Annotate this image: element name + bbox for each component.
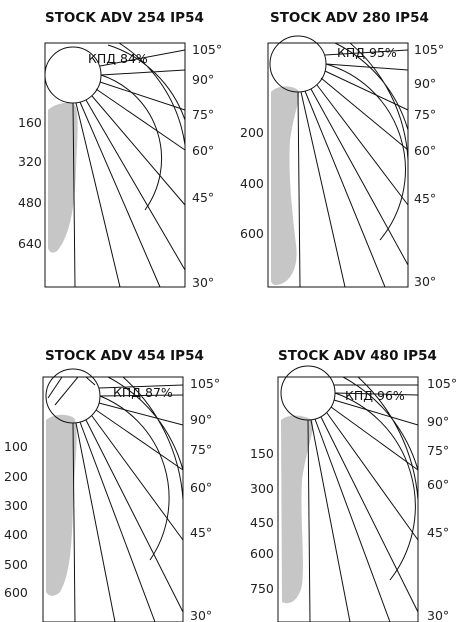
panel-title: STOCK ADV 280 IP54: [270, 10, 429, 26]
isolux-arcs: [325, 42, 409, 241]
angle-label-105: 105°: [192, 42, 222, 57]
diagram-grid: [44, 42, 186, 288]
angle-label-75: 75°: [427, 443, 449, 458]
panel-stock-adv-480: STOCK ADV 480 IP54 КПД 96% 105° 90° 75° …: [250, 348, 457, 622]
angle-label-90: 90°: [427, 414, 449, 429]
radial-label: 320: [18, 154, 42, 169]
angle-label-90: 90°: [190, 412, 212, 427]
radial-label: 450: [250, 515, 274, 530]
rays-top: [47, 376, 96, 406]
diagram-frame: [267, 42, 409, 288]
light-distribution-curve: [271, 86, 300, 285]
angle-rays: [297, 49, 409, 288]
radial-label: 100: [4, 439, 28, 454]
angle-label-60: 60°: [192, 143, 214, 158]
angle-label-30: 30°: [192, 275, 214, 290]
angle-label-60: 60°: [414, 143, 436, 158]
efficiency-label: КПД 96%: [345, 388, 405, 403]
angle-label-45: 45°: [414, 191, 436, 206]
angle-label-105: 105°: [414, 42, 444, 57]
radial-label: 300: [250, 481, 274, 496]
light-distribution-curve: [48, 102, 78, 253]
radial-label: 600: [4, 585, 28, 600]
angle-label-60: 60°: [427, 477, 449, 492]
radial-label: 160: [18, 115, 42, 130]
radial-label: 400: [240, 176, 264, 191]
radial-label: 750: [250, 581, 274, 596]
angle-label-60: 60°: [190, 480, 212, 495]
radial-label: 400: [4, 527, 28, 542]
efficiency-label: КПД 84%: [88, 51, 148, 66]
isolux-arcs: [99, 376, 184, 561]
isolux-arcs: [334, 376, 419, 581]
isolux-arcs: [100, 42, 186, 211]
panel-stock-adv-254: STOCK ADV 254 IP54 КПД 84% 105° 90° 75° …: [18, 10, 222, 290]
efficiency-label: КПД 95%: [337, 45, 397, 60]
angle-label-75: 75°: [414, 107, 436, 122]
angle-label-45: 45°: [192, 190, 214, 205]
panel-stock-adv-280: STOCK ADV 280 IP54 КПД 95% 105° 90° 75° …: [240, 10, 444, 289]
angle-label-30: 30°: [414, 274, 436, 289]
angle-rays: [307, 384, 419, 622]
panel-title: STOCK ADV 454 IP54: [45, 348, 204, 364]
angle-label-45: 45°: [190, 525, 212, 540]
radial-label: 600: [250, 546, 274, 561]
diagram-grid: [42, 368, 184, 622]
angle-rays: [72, 49, 186, 288]
light-distribution-curve: [46, 414, 77, 596]
diagram-grid: [277, 365, 419, 622]
angle-label-30: 30°: [427, 608, 449, 622]
radial-label: 640: [18, 236, 42, 251]
angle-label-45: 45°: [427, 525, 449, 540]
radial-label: 500: [4, 557, 28, 572]
radial-label: 150: [250, 446, 274, 461]
angle-label-105: 105°: [427, 376, 457, 391]
angle-label-75: 75°: [192, 107, 214, 122]
radial-label: 200: [240, 125, 264, 140]
angle-label-105: 105°: [190, 376, 220, 391]
panel-title: STOCK ADV 254 IP54: [45, 10, 204, 26]
radial-label: 600: [240, 226, 264, 241]
diagram-frame: [44, 42, 186, 288]
efficiency-label: КПД 87%: [113, 385, 173, 400]
radial-label: 300: [4, 498, 28, 513]
panel-title: STOCK ADV 480 IP54: [278, 348, 437, 364]
panel-stock-adv-454: STOCK ADV 454 IP54 КПД 87% 105° 90° 75° …: [4, 348, 220, 622]
luminaire-circle: [280, 365, 336, 421]
radial-label: 480: [18, 195, 42, 210]
radial-label: 200: [4, 469, 28, 484]
angle-label-30: 30°: [190, 608, 212, 622]
angle-label-90: 90°: [192, 72, 214, 87]
angle-label-75: 75°: [190, 442, 212, 457]
angle-label-90: 90°: [414, 76, 436, 91]
diagram-grid: [267, 35, 409, 288]
light-distribution-curve: [281, 415, 313, 604]
angle-rays: [72, 384, 184, 622]
luminaire-circle: [269, 35, 327, 93]
